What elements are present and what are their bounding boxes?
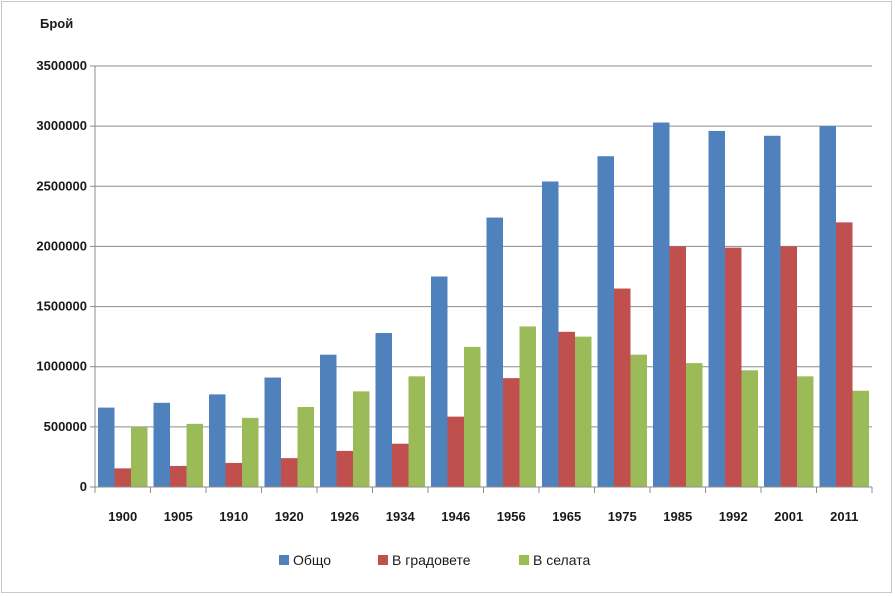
bar-В градовете: [114, 468, 131, 487]
legend-label: Общо: [293, 552, 331, 568]
bar-Общо: [597, 156, 614, 487]
y-tick-label: 1500000: [36, 299, 87, 314]
x-tick-label: 1920: [275, 509, 304, 524]
y-tick-label: 1000000: [36, 359, 87, 374]
legend-label: В градовете: [392, 552, 471, 568]
bar-Общо: [209, 394, 226, 487]
bar-В градовете: [447, 416, 464, 487]
y-tick-labels: 0 500000 1000000 1500000 2000000 2500000 30000…: [36, 58, 87, 494]
y-tick-label: 2000000: [36, 238, 87, 253]
legend-swatch-В селата: [519, 555, 529, 565]
bar-Общо: [431, 276, 448, 487]
y-axis-label: Брой: [40, 16, 73, 31]
axes: [90, 65, 873, 493]
x-tick-label: 2011: [830, 509, 858, 524]
x-tick-label: 1985: [663, 509, 692, 524]
bar-Общо: [819, 126, 836, 487]
x-tick-label: 2001: [774, 509, 803, 524]
legend: Общо В градовете В селата: [279, 552, 590, 568]
y-tick-label: 2500000: [36, 178, 87, 193]
bar-Общо: [375, 333, 392, 487]
x-tick-label: 1975: [608, 509, 637, 524]
bar-Общо: [764, 135, 781, 487]
x-tick-label: 1992: [719, 509, 748, 524]
bar-Общо: [708, 130, 725, 487]
bar-В градовете: [170, 465, 187, 487]
legend-swatch-Общо: [279, 555, 289, 565]
bar-В селата: [186, 423, 203, 487]
bar-В градовете: [336, 450, 353, 487]
bar-Общо: [153, 402, 170, 487]
y-tick-label: 3000000: [36, 118, 87, 133]
legend-label: В селата: [533, 552, 590, 568]
y-tick-label: 0: [80, 479, 87, 494]
bar-В селата: [297, 407, 314, 487]
bar-В градовете: [281, 458, 298, 487]
bars: [98, 122, 869, 487]
bar-В селата: [686, 363, 703, 487]
bar-Общо: [542, 181, 559, 487]
bar-В селата: [353, 391, 370, 487]
x-tick-label: 1934: [386, 509, 416, 524]
x-tick-label: 1926: [330, 509, 359, 524]
x-tick-label: 1946: [441, 509, 470, 524]
bar-Общо: [320, 354, 337, 487]
bar-В селата: [131, 426, 148, 487]
y-tick-label: 500000: [44, 419, 87, 434]
bar-Общо: [486, 217, 503, 487]
x-tick-labels: 1900 1905 1910 1920 1926 1934 1946 1956 1965 1975…: [108, 509, 858, 524]
bar-В градовете: [614, 288, 631, 487]
bar-В селата: [242, 417, 259, 487]
x-tick-label: 1965: [552, 509, 581, 524]
bar-В градовете: [669, 246, 686, 487]
x-tick-label: 1956: [497, 509, 526, 524]
bar-В селата: [519, 326, 536, 487]
bar-Общо: [98, 407, 115, 487]
bar-В селата: [741, 370, 758, 487]
bar-Общо: [264, 377, 281, 487]
bar-В градовете: [392, 443, 409, 487]
bar-В селата: [575, 336, 592, 487]
bar-В селата: [852, 390, 869, 487]
gridlines: [95, 65, 872, 428]
bar-В селата: [464, 346, 481, 487]
bar-В градовете: [836, 222, 853, 487]
bar-В градовете: [725, 247, 742, 487]
bar-В градовете: [225, 462, 242, 487]
y-tick-label: 3500000: [36, 58, 87, 73]
x-tick-label: 1905: [164, 509, 193, 524]
x-tick-label: 1900: [108, 509, 137, 524]
bar-В градовете: [780, 246, 797, 487]
legend-swatch-В градовете: [378, 555, 388, 565]
bar-В градовете: [558, 331, 575, 487]
x-tick-label: 1910: [219, 509, 248, 524]
bar-В селата: [408, 376, 425, 487]
bar-В градовете: [503, 378, 520, 487]
bar-В селата: [630, 354, 647, 487]
bar-В селата: [797, 376, 814, 487]
bar-Общо: [653, 122, 670, 487]
